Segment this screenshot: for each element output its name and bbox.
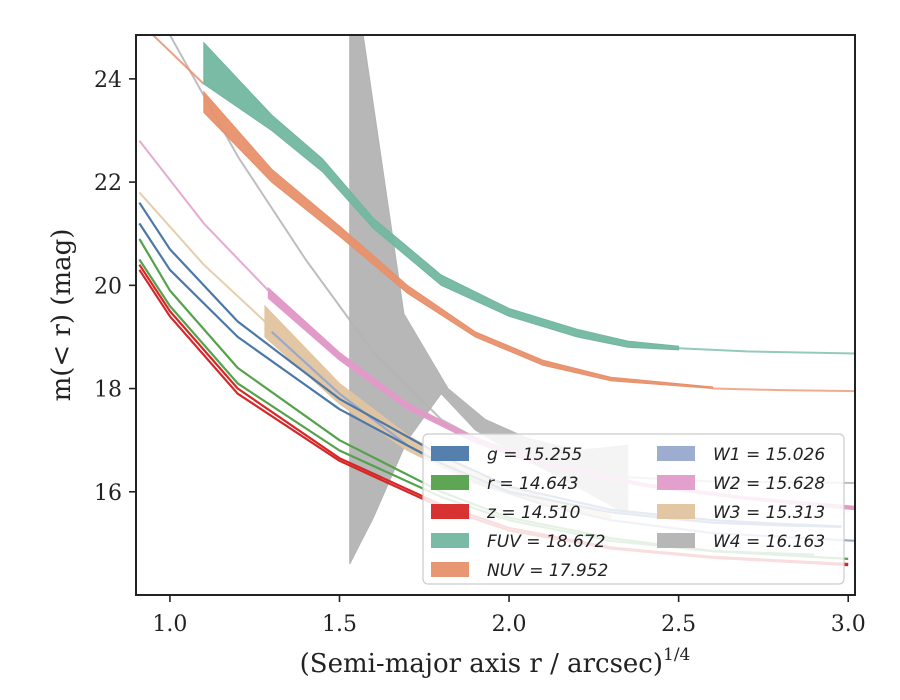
x-tick-label: 2.0 [492, 612, 527, 637]
nuv-band [203, 90, 714, 390]
legend-box [422, 433, 845, 585]
y-tick-label: 16 [94, 481, 122, 506]
legend-label: NUV = 17.952 [487, 561, 608, 581]
fuv-tail-line [678, 347, 855, 355]
legend-swatch [431, 562, 469, 577]
legend-swatch [657, 446, 695, 461]
w2-band [267, 286, 855, 511]
legend-swatch [657, 504, 695, 519]
x-axis-label: (Semi-major axis r / arcsec)1/4 [300, 645, 691, 679]
legend-swatch [431, 504, 469, 519]
legend-swatch [431, 475, 469, 490]
y-tick-label: 18 [94, 378, 122, 403]
x-tick-label: 1.0 [152, 612, 187, 637]
axis-ticks: 1.0 1.5 2.0 2.5 3.0 16 18 20 22 24 [94, 68, 866, 637]
legend-label: r = 14.643 [487, 474, 579, 494]
w2-model-line [138, 140, 270, 292]
fuv-band [203, 41, 680, 351]
y-tick-label: 20 [94, 274, 122, 299]
x-tick-label: 2.5 [661, 612, 696, 637]
legend-swatch [657, 533, 695, 548]
legend-label: g = 15.255 [487, 445, 582, 465]
legend-label: W2 = 15.628 [713, 474, 825, 494]
nuv-tail-line [712, 387, 855, 393]
x-tick-label: 3.0 [831, 612, 866, 637]
legend-label: W1 = 15.026 [713, 445, 825, 465]
legend-swatch [431, 533, 469, 548]
nuv-model-line [152, 35, 205, 85]
y-tick-label: 22 [94, 171, 122, 196]
x-tick-label: 1.5 [322, 612, 357, 637]
legend-label: W3 = 15.313 [713, 503, 825, 523]
legend-swatch [431, 446, 469, 461]
plot-frame [135, 34, 856, 596]
legend-label: FUV = 18.672 [487, 532, 605, 552]
w3-model-line [138, 191, 266, 323]
legend: g = 15.255 r = 14.643 z = 14.510 FUV = 18.6… [422, 433, 845, 585]
legend-label: z = 14.510 [486, 503, 580, 523]
y-tick-label: 24 [94, 68, 122, 93]
legend-label: W4 = 16.163 [713, 532, 825, 552]
y-axis-label: m(< r) (mag) [47, 229, 77, 402]
legend-swatch [657, 475, 695, 490]
